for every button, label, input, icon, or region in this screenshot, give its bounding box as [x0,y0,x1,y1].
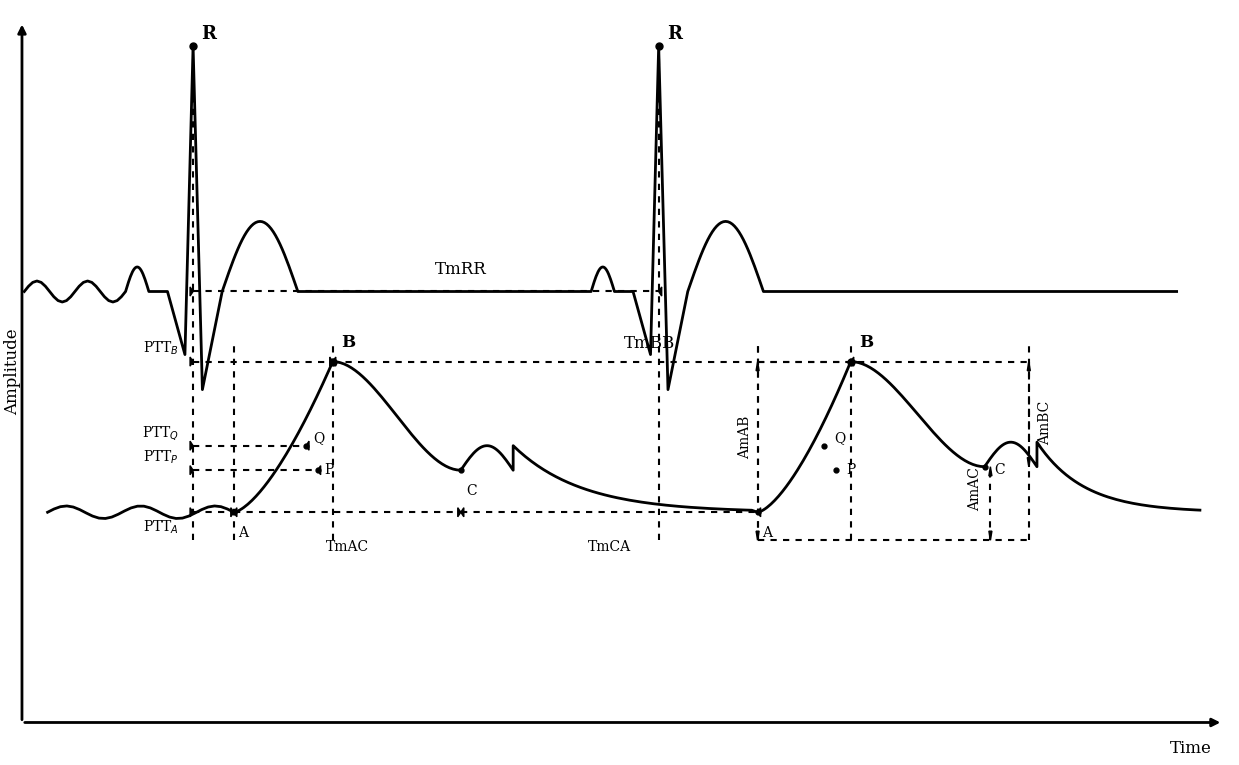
Polygon shape [851,357,854,366]
Polygon shape [756,531,760,540]
Text: P: P [846,463,855,477]
Text: R: R [201,24,217,43]
Polygon shape [461,508,463,517]
Text: B: B [341,334,356,351]
Polygon shape [190,466,193,475]
Polygon shape [190,441,193,451]
Polygon shape [757,508,761,517]
Polygon shape [230,508,234,517]
Text: TmBB: TmBB [624,334,675,352]
Polygon shape [317,466,321,475]
Polygon shape [1027,457,1031,467]
Text: B: B [859,334,873,351]
Polygon shape [333,357,336,366]
Polygon shape [1027,362,1031,371]
Text: AmAC: AmAC [968,467,983,512]
Polygon shape [457,508,461,517]
Polygon shape [330,357,333,366]
Text: PTT$_A$: PTT$_A$ [144,519,180,536]
Polygon shape [190,287,193,296]
Polygon shape [234,508,237,517]
Polygon shape [190,357,193,366]
Polygon shape [306,441,309,451]
Text: C: C [467,483,477,498]
Text: TmCA: TmCA [587,540,631,554]
Polygon shape [190,508,193,517]
Text: Q: Q [313,431,325,445]
Text: PTT$_P$: PTT$_P$ [144,448,180,466]
Text: TmRR: TmRR [435,261,487,278]
Text: A: A [238,526,249,540]
Polygon shape [989,531,992,540]
Text: AmAB: AmAB [737,415,752,458]
Polygon shape [659,287,662,296]
Text: Amplitude: Amplitude [4,329,21,415]
Text: P: P [325,463,333,477]
Polygon shape [989,467,992,476]
Text: PTT$_B$: PTT$_B$ [142,340,180,357]
Text: A: A [762,526,772,540]
Text: R: R [667,24,681,43]
Polygon shape [756,362,760,371]
Text: PTT$_Q$: PTT$_Q$ [141,425,180,442]
Text: TmAC: TmAC [326,540,369,554]
Text: Time: Time [1170,740,1212,757]
Text: AmBC: AmBC [1038,401,1052,445]
Text: C: C [994,463,1005,477]
Text: Q: Q [834,431,846,445]
